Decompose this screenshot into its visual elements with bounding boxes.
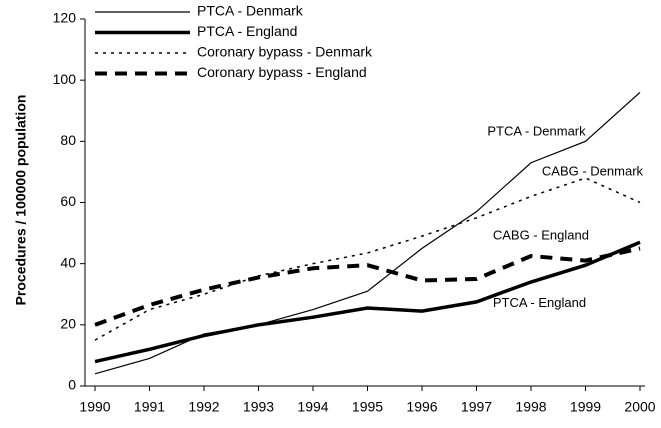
annotation: CABG - England	[493, 228, 589, 243]
y-tick-label: 120	[53, 10, 77, 26]
x-tick-label: 1990	[79, 399, 110, 415]
annotation: PTCA - Denmark	[487, 124, 586, 139]
y-tick-label: 100	[53, 71, 77, 87]
x-tick-label: 1997	[461, 399, 492, 415]
x-tick-label: 1995	[352, 399, 383, 415]
series-line	[94, 91, 641, 375]
x-tick-label: 2000	[624, 399, 655, 415]
x-tick-label: 1996	[406, 399, 437, 415]
y-tick-label: 60	[60, 193, 76, 209]
y-tick-label: 40	[60, 254, 76, 270]
x-tick-label: 1999	[570, 399, 601, 415]
x-tick-label: 1993	[243, 399, 274, 415]
legend-label: Coronary bypass - Denmark	[197, 44, 373, 60]
y-axis-label: Procedures / 100000 population	[13, 95, 29, 306]
x-tick-label: 1991	[134, 399, 165, 415]
series-line	[94, 240, 641, 364]
series-line	[94, 246, 641, 327]
x-tick-label: 1992	[188, 399, 219, 415]
annotation: PTCA - England	[493, 295, 586, 310]
x-tick-label: 1998	[515, 399, 546, 415]
legend-label: PTCA - Denmark	[197, 3, 304, 19]
annotation: CABG - Denmark	[542, 163, 644, 178]
x-tick-label: 1994	[297, 399, 328, 415]
series-line	[94, 177, 641, 341]
legend-label: PTCA - England	[197, 23, 297, 39]
y-tick-label: 20	[60, 316, 76, 332]
y-tick-label: 0	[68, 377, 76, 393]
y-tick-label: 80	[60, 132, 76, 148]
legend-label: Coronary bypass - England	[197, 64, 367, 80]
